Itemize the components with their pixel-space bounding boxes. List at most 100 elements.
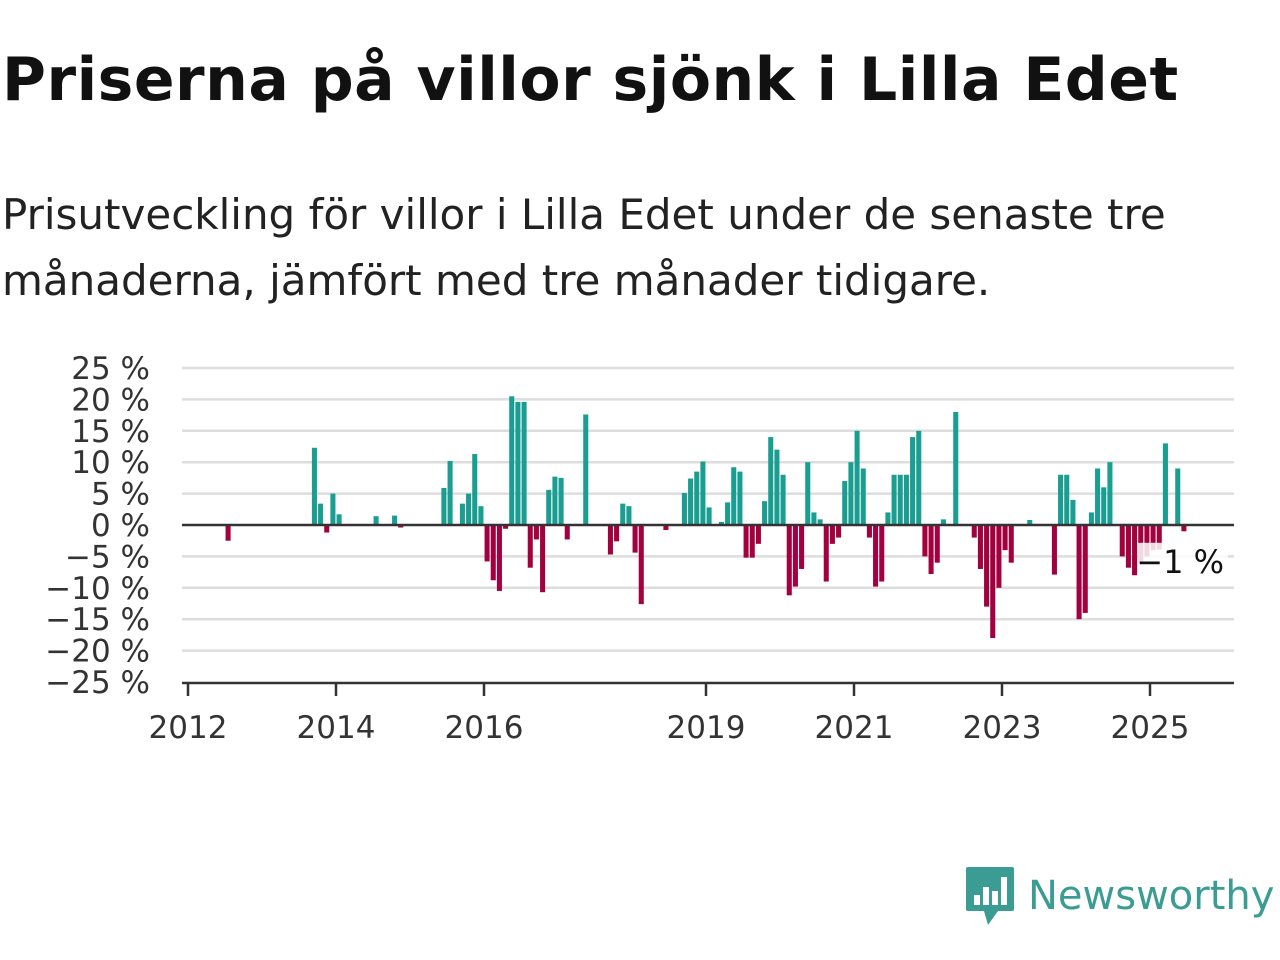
- bars: [225, 396, 1187, 639]
- bar: [1008, 525, 1014, 563]
- chart-title: Priserna på villor sjönk i Lilla Edet: [2, 45, 1179, 115]
- bar: [971, 525, 977, 538]
- x-tick-label: 2016: [445, 710, 524, 746]
- bar: [866, 525, 872, 538]
- bar: [638, 525, 644, 605]
- bar: [1027, 519, 1033, 525]
- bar: [842, 481, 848, 525]
- x-tick-label: 2023: [963, 710, 1042, 746]
- bar: [700, 461, 706, 525]
- bar: [718, 521, 724, 525]
- bar: [373, 516, 379, 525]
- bar: [817, 519, 823, 525]
- bar: [1150, 525, 1156, 551]
- bar: [318, 503, 324, 525]
- bar: [996, 525, 1002, 588]
- y-tick-label: −15 %: [45, 602, 150, 638]
- bar: [533, 525, 539, 540]
- brand-logo: Newsworthy: [964, 864, 1274, 928]
- x-tick-label: 2019: [667, 710, 746, 746]
- bar: [755, 525, 761, 544]
- bar: [1088, 512, 1094, 525]
- x-tick-label: 2025: [1111, 710, 1190, 746]
- bar: [1107, 462, 1113, 525]
- bar: [885, 512, 891, 525]
- bar: [459, 503, 465, 525]
- y-tick-label: −10 %: [45, 571, 150, 607]
- bar: [1070, 499, 1076, 525]
- x-axis-ticks: 2012 2014 2016 2019 2021 2023 2025: [149, 683, 1190, 746]
- bar: [614, 525, 620, 542]
- last-value-label-bg: [1138, 542, 1228, 581]
- grid-lines: [182, 366, 1234, 652]
- bar: [897, 474, 903, 525]
- bar: [1132, 525, 1138, 576]
- bar: [805, 462, 811, 525]
- bar: [1144, 525, 1150, 557]
- bar: [663, 525, 669, 531]
- bar-chart: 25 %20 %15 %10 %5 %0 %−5 %−10 %−15 %−20 …: [45, 351, 1234, 746]
- bar: [324, 525, 330, 533]
- bar: [1119, 525, 1125, 557]
- bar: [509, 396, 515, 525]
- bar: [990, 525, 996, 639]
- y-tick-label: −25 %: [45, 665, 150, 701]
- bar: [392, 515, 398, 525]
- bar: [466, 493, 472, 525]
- bar: [903, 474, 909, 525]
- bar: [484, 525, 490, 562]
- bar: [490, 525, 496, 581]
- bar: [743, 525, 749, 558]
- bar: [527, 525, 533, 568]
- axes: [182, 523, 1234, 685]
- bar: [626, 506, 632, 525]
- bar: [620, 503, 626, 525]
- bar: [472, 454, 478, 525]
- last-value-label: −1 %: [1136, 543, 1224, 581]
- y-tick-label: 15 %: [71, 414, 150, 450]
- bar: [1125, 525, 1131, 568]
- bar: [632, 525, 638, 553]
- bar: [799, 525, 805, 569]
- bar: [922, 525, 928, 557]
- y-tick-label: 5 %: [91, 477, 150, 513]
- bar: [336, 514, 342, 525]
- bar: [1082, 525, 1088, 613]
- bar: [774, 449, 780, 525]
- bar: [1156, 525, 1162, 550]
- bar: [688, 478, 694, 525]
- y-tick-label: 10 %: [71, 445, 150, 481]
- bar: [749, 525, 755, 558]
- bar: [681, 492, 687, 525]
- bar: [854, 430, 860, 525]
- bar: [558, 477, 564, 525]
- bar: [311, 447, 317, 525]
- bar: [330, 493, 336, 525]
- y-tick-label: −20 %: [45, 634, 150, 670]
- bar: [398, 525, 404, 528]
- bar: [546, 489, 552, 525]
- bar: [552, 476, 558, 525]
- x-tick-label: 2021: [815, 710, 894, 746]
- bar: [762, 501, 768, 525]
- bar: [1162, 443, 1168, 525]
- y-axis-ticks: 25 %20 %15 %10 %5 %0 %−5 %−10 %−15 %−20 …: [45, 351, 150, 701]
- bar: [879, 525, 885, 582]
- bar: [916, 430, 922, 525]
- bar: [503, 525, 509, 529]
- bar: [725, 502, 731, 525]
- bar: [737, 471, 743, 525]
- bar: [731, 467, 737, 525]
- bar: [768, 437, 774, 525]
- bar: [225, 525, 231, 541]
- brand-name: Newsworthy: [1028, 873, 1275, 919]
- bar: [860, 468, 866, 525]
- bar: [823, 525, 829, 582]
- bar: [441, 487, 447, 525]
- bar: [1058, 474, 1064, 525]
- y-tick-label: 25 %: [71, 351, 150, 387]
- bar: [786, 525, 792, 596]
- bar: [521, 401, 527, 525]
- bar: [1101, 487, 1107, 525]
- bar: [811, 512, 817, 525]
